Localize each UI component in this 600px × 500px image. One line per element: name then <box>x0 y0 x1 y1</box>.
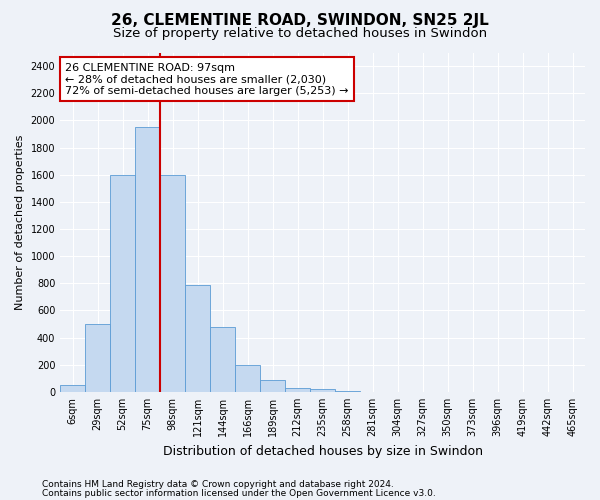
Bar <box>210 328 235 392</box>
Bar <box>110 174 135 392</box>
Y-axis label: Number of detached properties: Number of detached properties <box>15 134 25 310</box>
X-axis label: Distribution of detached houses by size in Swindon: Distribution of detached houses by size … <box>163 444 482 458</box>
Text: 26, CLEMENTINE ROAD, SWINDON, SN25 2JL: 26, CLEMENTINE ROAD, SWINDON, SN25 2JL <box>111 12 489 28</box>
Bar <box>310 389 335 392</box>
Bar <box>135 127 160 392</box>
Text: Contains HM Land Registry data © Crown copyright and database right 2024.: Contains HM Land Registry data © Crown c… <box>42 480 394 489</box>
Bar <box>85 324 110 392</box>
Bar <box>285 388 310 392</box>
Bar <box>235 365 260 392</box>
Bar <box>60 385 85 392</box>
Text: Size of property relative to detached houses in Swindon: Size of property relative to detached ho… <box>113 28 487 40</box>
Bar <box>185 284 210 392</box>
Text: 26 CLEMENTINE ROAD: 97sqm
← 28% of detached houses are smaller (2,030)
72% of se: 26 CLEMENTINE ROAD: 97sqm ← 28% of detac… <box>65 62 349 96</box>
Bar <box>335 390 360 392</box>
Text: Contains public sector information licensed under the Open Government Licence v3: Contains public sector information licen… <box>42 489 436 498</box>
Bar <box>160 174 185 392</box>
Bar <box>260 380 285 392</box>
